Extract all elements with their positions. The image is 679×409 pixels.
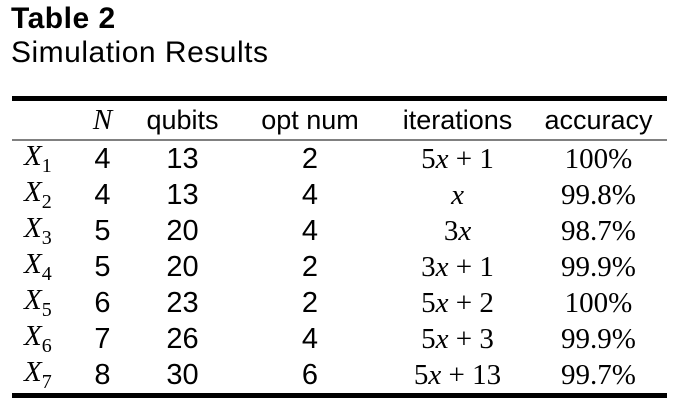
cell-qubits: 26 bbox=[166, 322, 199, 355]
table-header-row: N qubits opt num iterations accuracy bbox=[12, 101, 667, 139]
iterations-coefficient: 5 bbox=[421, 142, 436, 175]
iterations-constant: + 2 bbox=[448, 286, 494, 319]
iterations-constant: + 13 bbox=[441, 358, 502, 391]
cell-opt-num: 4 bbox=[301, 178, 319, 211]
row-label: X7 bbox=[12, 356, 75, 393]
row-label-base: X bbox=[24, 212, 42, 244]
row-label: X6 bbox=[12, 320, 75, 357]
iterations-coefficient: 5 bbox=[421, 286, 436, 319]
table-number: Table 2 bbox=[11, 2, 116, 35]
header-qubits: qubits bbox=[146, 104, 219, 135]
cell-iterations: 3x bbox=[385, 214, 530, 247]
bottom-rule bbox=[12, 393, 667, 398]
table-row: X7 8 30 6 5x + 13 99.7% bbox=[12, 357, 667, 393]
iterations-constant: + 1 bbox=[448, 142, 494, 175]
cell-accuracy: 99.9% bbox=[561, 322, 636, 355]
cell-n: 7 bbox=[94, 322, 111, 355]
iterations-variable: x bbox=[435, 250, 449, 283]
iterations-variable: x bbox=[435, 286, 449, 319]
cell-n: 6 bbox=[94, 286, 111, 319]
cell-accuracy: 98.7% bbox=[561, 214, 636, 247]
top-rule bbox=[12, 96, 667, 101]
table-title-block: Table 2 Simulation Results bbox=[11, 2, 268, 69]
cell-qubits: 20 bbox=[166, 214, 199, 247]
cell-opt-num: 6 bbox=[301, 358, 319, 391]
cell-n: 5 bbox=[94, 250, 111, 283]
cell-iterations: 5x + 3 bbox=[385, 322, 530, 355]
cell-n: 5 bbox=[94, 214, 111, 247]
cell-qubits: 13 bbox=[166, 142, 199, 175]
row-label-base: X bbox=[24, 356, 42, 388]
table-row: X6 7 26 4 5x + 3 99.9% bbox=[12, 321, 667, 357]
row-label-subscript: 1 bbox=[41, 155, 52, 177]
table-row: X2 4 13 4 x 99.8% bbox=[12, 177, 667, 213]
iterations-variable: x bbox=[451, 178, 464, 211]
cell-qubits: 23 bbox=[166, 286, 199, 319]
row-label: X1 bbox=[12, 140, 75, 177]
row-label: X4 bbox=[12, 248, 75, 285]
results-table: N qubits opt num iterations accuracy X1 … bbox=[12, 96, 667, 398]
header-n: N bbox=[92, 103, 113, 136]
iterations-coefficient: 5 bbox=[421, 322, 436, 355]
iterations-coefficient: 5 bbox=[413, 358, 429, 391]
iterations-variable: x bbox=[428, 358, 442, 391]
iterations-coefficient: 3 bbox=[443, 214, 459, 247]
row-label: X2 bbox=[12, 176, 75, 213]
iterations-variable: x bbox=[435, 142, 449, 175]
cell-qubits: 13 bbox=[166, 178, 199, 211]
row-label: X3 bbox=[12, 212, 75, 249]
header-accuracy: accuracy bbox=[544, 104, 653, 135]
cell-opt-num: 2 bbox=[301, 142, 319, 175]
cell-opt-num: 4 bbox=[301, 214, 319, 247]
cell-accuracy: 99.8% bbox=[561, 178, 636, 211]
cell-iterations: 3x + 1 bbox=[385, 250, 530, 283]
row-label-base: X bbox=[24, 140, 42, 172]
row-label-subscript: 6 bbox=[41, 335, 52, 357]
table-caption: Simulation Results bbox=[11, 36, 269, 69]
iterations-variable: x bbox=[435, 322, 449, 355]
row-label-subscript: 5 bbox=[41, 299, 52, 321]
cell-iterations: 5x + 2 bbox=[385, 286, 530, 319]
row-label-base: X bbox=[24, 248, 42, 280]
cell-iterations: x bbox=[385, 178, 530, 211]
cell-n: 4 bbox=[94, 178, 111, 211]
cell-n: 8 bbox=[94, 358, 111, 391]
cell-iterations: 5x + 1 bbox=[385, 142, 530, 175]
table-row: X1 4 13 2 5x + 1 100% bbox=[12, 141, 667, 177]
table-row: X5 6 23 2 5x + 2 100% bbox=[12, 285, 667, 321]
row-label-subscript: 7 bbox=[41, 371, 52, 393]
table-row: X3 5 20 4 3x 98.7% bbox=[12, 213, 667, 249]
cell-opt-num: 2 bbox=[301, 250, 319, 283]
header-iterations: iterations bbox=[402, 104, 513, 135]
header-opt-num: opt num bbox=[261, 104, 359, 135]
cell-n: 4 bbox=[94, 142, 111, 175]
row-label-base: X bbox=[24, 320, 42, 352]
row-label-subscript: 3 bbox=[41, 227, 52, 249]
cell-accuracy: 99.9% bbox=[561, 250, 636, 283]
iterations-variable: x bbox=[458, 214, 472, 247]
cell-accuracy: 100% bbox=[564, 286, 633, 319]
row-label: X5 bbox=[12, 284, 75, 321]
row-label-subscript: 4 bbox=[41, 263, 52, 285]
iterations-constant: + 1 bbox=[448, 250, 494, 283]
cell-iterations: 5x + 13 bbox=[385, 358, 530, 391]
cell-accuracy: 100% bbox=[564, 142, 633, 175]
cell-qubits: 30 bbox=[166, 358, 199, 391]
cell-opt-num: 2 bbox=[301, 286, 319, 319]
row-label-base: X bbox=[24, 284, 42, 316]
iterations-constant: + 3 bbox=[448, 322, 494, 355]
row-label-base: X bbox=[24, 176, 42, 208]
cell-accuracy: 99.7% bbox=[561, 358, 636, 391]
mid-rule bbox=[12, 139, 667, 141]
iterations-coefficient: 3 bbox=[421, 250, 436, 283]
row-label-subscript: 2 bbox=[41, 191, 52, 213]
cell-opt-num: 4 bbox=[301, 322, 319, 355]
table-row: X4 5 20 2 3x + 1 99.9% bbox=[12, 249, 667, 285]
cell-qubits: 20 bbox=[166, 250, 199, 283]
